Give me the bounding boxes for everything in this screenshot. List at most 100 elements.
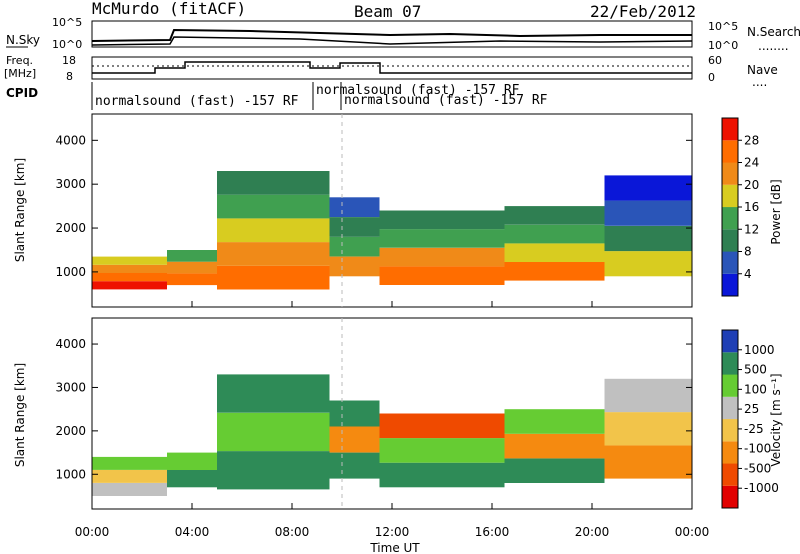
time-axis-label: Time UT (369, 541, 420, 554)
power-cell (379, 266, 505, 285)
power-cell (504, 224, 605, 244)
cpid-segment-3: normalsound (fast) -157 RF (344, 93, 548, 108)
power-cell (217, 242, 330, 266)
power-colorbar-swatch (722, 229, 738, 252)
velocity-cell (379, 413, 505, 439)
power-cell (92, 256, 167, 265)
power-colorbar-tick: 4 (744, 267, 752, 281)
power-cell (604, 200, 692, 226)
power-cell (329, 256, 380, 277)
velocity-cell (167, 452, 217, 470)
power-colorbar-swatch (722, 118, 738, 141)
velocity-colorbar-swatch (722, 485, 738, 509)
velocity-ytick-label: 4000 (55, 337, 86, 351)
power-cell (329, 236, 380, 257)
noise-panel: N.Sky 10^5 10^0 10^5 10^0 N.Search .....… (6, 16, 800, 53)
freq-label-line2: [MHz] (4, 67, 36, 80)
power-cell (217, 171, 330, 195)
power-cell (379, 229, 505, 248)
velocity-y-ticks: 1000 2000 3000 4000 (55, 337, 692, 481)
velocity-heatmap (92, 374, 692, 496)
velocity-ytick-label: 2000 (55, 424, 86, 438)
velocity-colorbar-swatch (722, 419, 738, 442)
power-cell (167, 273, 217, 286)
power-colorbar-tick: 24 (744, 156, 759, 170)
velocity-colorbar-tick: 25 (744, 402, 759, 416)
power-heatmap (92, 171, 692, 290)
velocity-cell (92, 483, 167, 496)
power-colorbar-tick: 16 (744, 200, 759, 214)
velocity-cell (379, 462, 505, 488)
time-tick-label: 00:00 (75, 525, 110, 539)
power-cell (504, 206, 605, 225)
noise-right-tick-bottom: 10^0 (708, 39, 738, 52)
velocity-colorbar-swatch (722, 374, 738, 397)
cpid-segment-2: normalsound (fast) -157 RF (316, 83, 520, 98)
power-ytick-label: 2000 (55, 221, 86, 235)
velocity-colorbar-swatch (722, 441, 738, 464)
nave-tick-bottom: 0 (708, 71, 715, 84)
freq-label-line1: Freq. (6, 54, 33, 67)
velocity-cell (504, 409, 605, 434)
noise-sky-label: N.Sky (6, 33, 40, 47)
noise-right-tick-top: 10^5 (708, 20, 738, 33)
power-colorbar-tick: 28 (744, 133, 759, 147)
power-y-ticks: 1000 2000 3000 4000 (55, 133, 692, 279)
power-cell (329, 217, 380, 237)
power-cell (604, 175, 692, 201)
power-cell (217, 218, 330, 243)
time-axis-ticks: 00:00 04:00 08:00 12:00 16:00 20:00 00:00 (75, 301, 709, 539)
velocity-colorbar: 1000 500 100 25 -25 -100 -500 -1000 Velocity [m… (721, 329, 783, 509)
power-cell (504, 262, 605, 281)
power-cell (92, 281, 167, 290)
power-ytick-label: 4000 (55, 133, 86, 147)
velocity-cell (329, 400, 380, 427)
velocity-colorbar-tick: 1000 (744, 343, 775, 357)
velocity-cell (604, 445, 692, 479)
velocity-cell (217, 451, 330, 490)
time-tick-label: 20:00 (575, 525, 610, 539)
velocity-cell (92, 469, 167, 483)
velocity-cell (167, 469, 217, 488)
power-cell (504, 243, 605, 262)
power-colorbar-tick: 12 (744, 222, 759, 236)
power-cell (604, 251, 692, 277)
power-cell (217, 265, 330, 290)
velocity-colorbar-swatch (722, 352, 738, 375)
power-colorbar-swatch (722, 207, 738, 230)
nave-tick-top: 60 (708, 54, 722, 67)
velocity-cell (379, 438, 505, 463)
frequency-line (92, 61, 692, 74)
velocity-colorbar-tick: -1000 (744, 481, 779, 495)
power-colorbar-tick: 20 (744, 178, 759, 192)
time-tick-label: 12:00 (375, 525, 410, 539)
power-cell (167, 250, 217, 262)
power-colorbar: 4 8 12 16 20 24 28 Power [dB] (721, 117, 783, 297)
velocity-ytick-label: 1000 (55, 467, 86, 481)
freq-tick-bottom: 8 (66, 70, 73, 83)
noise-search-label: N.Search (747, 25, 800, 39)
time-tick-label: 04:00 (175, 525, 210, 539)
velocity-cell (604, 412, 692, 446)
power-ytick-label: 3000 (55, 177, 86, 191)
freq-tick-top: 18 (62, 54, 76, 67)
power-colorbar-swatch (722, 184, 738, 208)
velocity-colorbar-swatch (722, 396, 738, 420)
velocity-colorbar-tick: -100 (744, 442, 771, 456)
velocity-cell (604, 378, 692, 413)
power-cell (329, 197, 380, 217)
velocity-colorbar-tick: 100 (744, 382, 767, 396)
velocity-colorbar-swatch (722, 330, 738, 353)
power-colorbar-swatch (722, 162, 738, 185)
power-ytick-label: 1000 (55, 265, 86, 279)
power-colorbar-label: Power [dB] (769, 179, 783, 244)
beam-title: Beam 07 (354, 2, 421, 21)
nave-legend: .... (752, 75, 767, 89)
velocity-colorbar-tick: -25 (744, 422, 764, 436)
time-tick-label: 16:00 (475, 525, 510, 539)
velocity-colorbar-tick: 500 (744, 363, 767, 377)
power-cell (379, 210, 505, 230)
noise-left-tick-bottom: 10^0 (52, 38, 82, 51)
